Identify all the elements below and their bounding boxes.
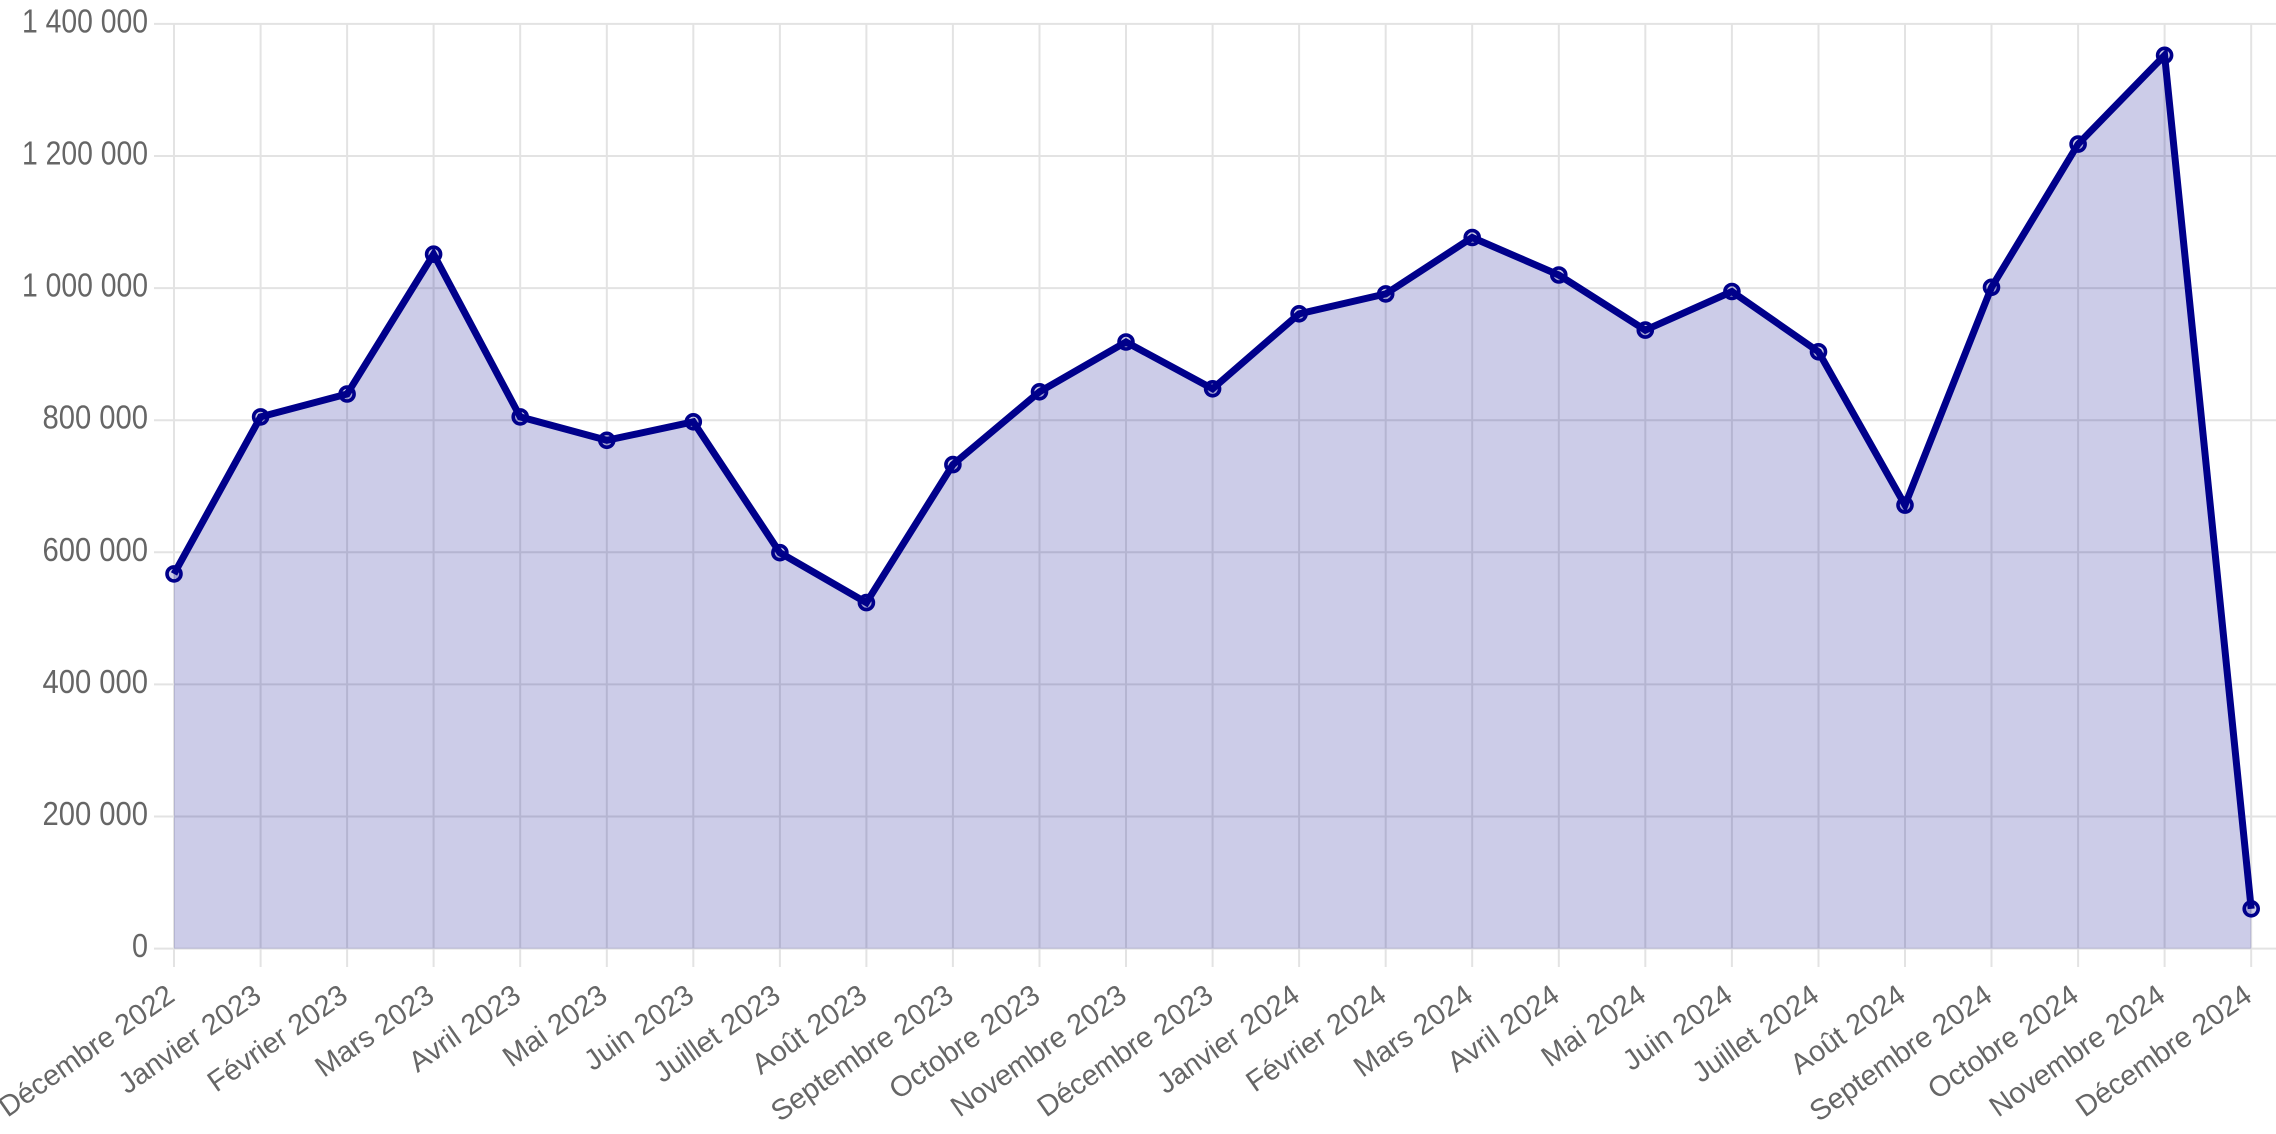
svg-text:200 000: 200 000: [43, 795, 149, 832]
svg-text:0: 0: [132, 927, 148, 964]
svg-text:1 200 000: 1 200 000: [22, 135, 148, 172]
svg-text:1 400 000: 1 400 000: [22, 2, 148, 39]
svg-text:800 000: 800 000: [43, 399, 149, 436]
svg-text:1 000 000: 1 000 000: [22, 267, 148, 304]
svg-text:400 000: 400 000: [43, 663, 149, 700]
svg-text:600 000: 600 000: [43, 531, 149, 568]
